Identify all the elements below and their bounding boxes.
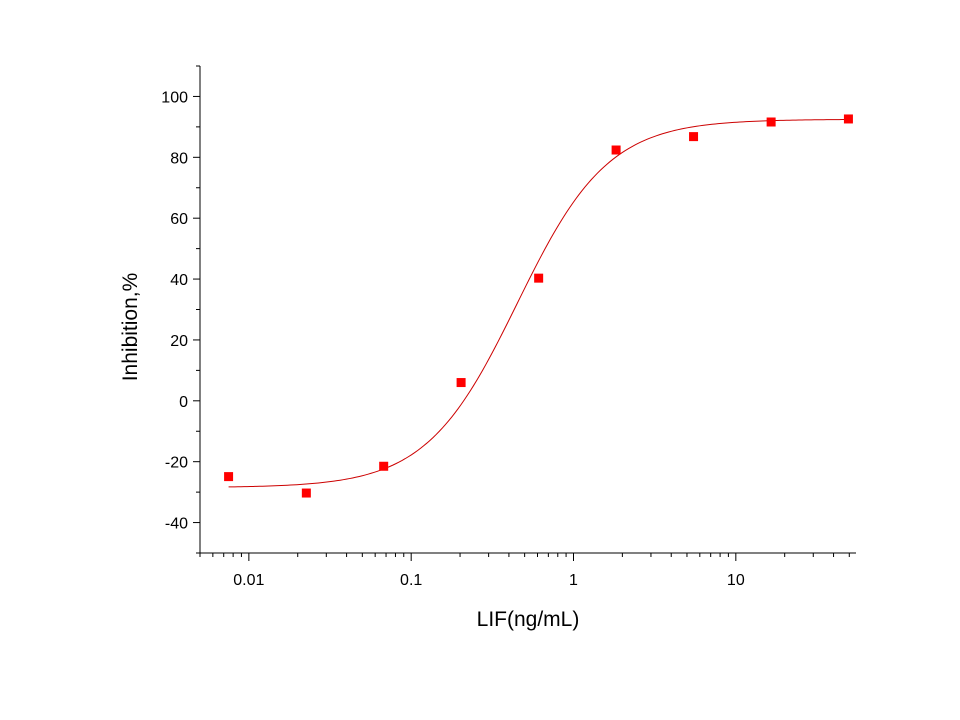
data-point bbox=[843, 114, 853, 124]
fit-curve bbox=[228, 119, 849, 488]
data-points bbox=[224, 114, 853, 498]
axes: -40 -20 0 20 40 60 80 100 0.01 0.1 1 10 bbox=[161, 65, 856, 589]
x-axis-title: LIF(ng/mL) bbox=[477, 608, 580, 631]
y-axis-title: Inhibition,% bbox=[119, 273, 142, 382]
y-tick-label: 0 bbox=[179, 394, 188, 411]
data-point bbox=[301, 488, 311, 498]
y-tick-label: 100 bbox=[161, 89, 188, 106]
y-tick-label: 80 bbox=[170, 150, 188, 167]
y-tick-label: 60 bbox=[170, 211, 188, 228]
x-tick-label: 1 bbox=[569, 572, 578, 589]
y-tick-label: 40 bbox=[170, 272, 188, 289]
x-tick-label: 10 bbox=[727, 572, 745, 589]
y-tick-label: 20 bbox=[170, 333, 188, 350]
data-point bbox=[379, 461, 389, 471]
data-point bbox=[611, 145, 621, 155]
data-point bbox=[456, 378, 466, 388]
x-tick-label: 0.1 bbox=[400, 572, 422, 589]
data-point bbox=[766, 117, 776, 127]
data-point bbox=[534, 273, 544, 283]
y-tick-label: -20 bbox=[165, 455, 188, 472]
data-point bbox=[224, 472, 234, 482]
fit-curve-line bbox=[228, 119, 849, 488]
y-tick-label: -40 bbox=[165, 516, 188, 533]
x-tick-label: 0.01 bbox=[233, 572, 264, 589]
data-point bbox=[689, 132, 699, 142]
